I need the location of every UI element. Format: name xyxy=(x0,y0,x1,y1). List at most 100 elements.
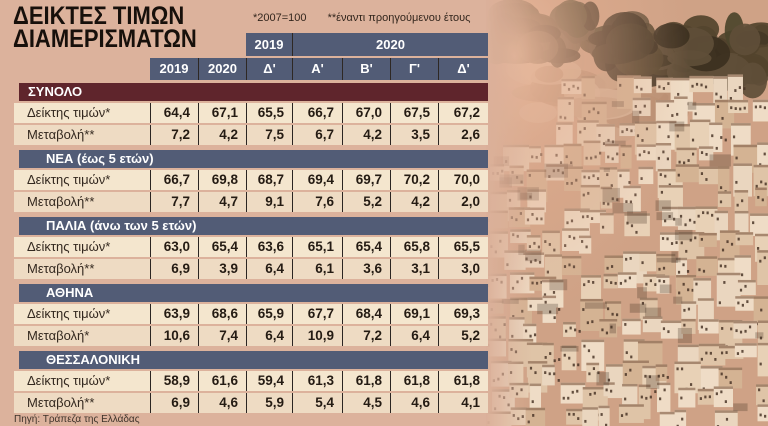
athens-cityscape-photo xyxy=(486,0,768,426)
value-cell: 67,7 xyxy=(292,304,342,324)
value-cell: 5,4 xyxy=(292,393,342,413)
value-cell: 3,0 xyxy=(438,259,488,279)
value-cell: 6,4 xyxy=(246,259,292,279)
value-cell: 66,7 xyxy=(292,103,342,123)
value-cell: 70,0 xyxy=(438,170,488,190)
value-cell: 6,9 xyxy=(150,393,198,413)
value-cell: 69,8 xyxy=(198,170,246,190)
row-label: Δείκτης τιμών* xyxy=(14,170,150,190)
table-group: ΑΘΗΝΑ Δείκτης τιμών* 63,9 68,6 65,9 67,7 68,4 6… xyxy=(14,284,488,346)
year-span-2019: 2019 xyxy=(246,33,292,56)
value-cell: 6,4 xyxy=(246,326,292,346)
page-title: ΔΕΙΚΤΕΣ ΤΙΜΩΝ ΔΙΑΜΕΡΙΣΜΑΤΩΝ xyxy=(13,2,197,53)
value-cell: 65,8 xyxy=(390,237,438,257)
value-cell: 61,8 xyxy=(438,371,488,391)
value-cell: 69,1 xyxy=(390,304,438,324)
column-header: Β' xyxy=(342,58,390,80)
value-cell: 4,5 xyxy=(342,393,390,413)
group-header: ΑΘΗΝΑ xyxy=(19,284,488,302)
value-cell: 65,4 xyxy=(342,237,390,257)
table-row: Δείκτης τιμών* 66,7 69,8 68,7 69,4 69,7 70,2 70… xyxy=(14,170,488,190)
group-header: ΝΕΑ (έως 5 ετών) xyxy=(19,150,488,168)
value-cell: 5,2 xyxy=(438,326,488,346)
value-cell: 68,6 xyxy=(198,304,246,324)
value-cell: 5,9 xyxy=(246,393,292,413)
value-cell: 10,9 xyxy=(292,326,342,346)
table-row: Μεταβολή** 7,2 4,2 7,5 6,7 4,2 3,5 2,6 xyxy=(14,125,488,145)
table-row: Μεταβολή* 10,6 7,4 6,4 10,9 7,2 6,4 5,2 xyxy=(14,326,488,346)
table-row: Μεταβολή** 6,9 4,6 5,9 5,4 4,5 4,6 4,1 xyxy=(14,393,488,413)
value-cell: 6,7 xyxy=(292,125,342,145)
value-cell: 69,7 xyxy=(342,170,390,190)
value-cell: 3,6 xyxy=(342,259,390,279)
year-span-header-row: 2019 2020 xyxy=(246,33,488,56)
row-label: Μεταβολή* xyxy=(14,326,150,346)
row-label: Δείκτης τιμών* xyxy=(14,237,150,257)
value-cell: 6,9 xyxy=(150,259,198,279)
value-cell: 6,1 xyxy=(292,259,342,279)
value-cell: 3,9 xyxy=(198,259,246,279)
value-cell: 4,2 xyxy=(198,125,246,145)
column-header: Γ' xyxy=(390,58,438,80)
row-label: Μεταβολή** xyxy=(14,393,150,413)
page-title-line2: ΔΙΑΜΕΡΙΣΜΑΤΩΝ xyxy=(13,25,197,53)
value-cell: 67,0 xyxy=(342,103,390,123)
page-title-line1: ΔΕΙΚΤΕΣ ΤΙΜΩΝ xyxy=(13,2,185,30)
value-cell: 63,9 xyxy=(150,304,198,324)
table-row: Μεταβολή** 7,7 4,7 9,1 7,6 5,2 4,2 2,0 xyxy=(14,192,488,212)
value-cell: 3,1 xyxy=(390,259,438,279)
value-cell: 69,3 xyxy=(438,304,488,324)
value-cell: 67,2 xyxy=(438,103,488,123)
value-cell: 65,9 xyxy=(246,304,292,324)
value-cell: 4,6 xyxy=(390,393,438,413)
value-cell: 65,4 xyxy=(198,237,246,257)
value-cell: 70,2 xyxy=(390,170,438,190)
table-row: Μεταβολή** 6,9 3,9 6,4 6,1 3,6 3,1 3,0 xyxy=(14,259,488,279)
table-group: ΣΥΝΟΛΟ Δείκτης τιμών* 64,4 67,1 65,5 66,7 67,0… xyxy=(14,83,488,145)
value-cell: 68,4 xyxy=(342,304,390,324)
row-label: Μεταβολή** xyxy=(14,125,150,145)
value-cell: 58,9 xyxy=(150,371,198,391)
row-label: Μεταβολή** xyxy=(14,259,150,279)
value-cell: 7,4 xyxy=(198,326,246,346)
column-header: Α' xyxy=(292,58,342,80)
value-cell: 65,5 xyxy=(246,103,292,123)
column-header: Δ' xyxy=(246,58,292,80)
row-label: Δείκτης τιμών* xyxy=(14,103,150,123)
value-cell: 4,6 xyxy=(198,393,246,413)
value-cell: 68,7 xyxy=(246,170,292,190)
table-row: Δείκτης τιμών* 58,9 61,6 59,4 61,3 61,8 61,8 61… xyxy=(14,371,488,391)
group-header: ΣΥΝΟΛΟ xyxy=(19,83,488,101)
value-cell: 4,2 xyxy=(390,192,438,212)
value-cell: 2,0 xyxy=(438,192,488,212)
column-header: 2020 xyxy=(198,58,246,80)
row-label: Δείκτης τιμών* xyxy=(14,304,150,324)
table-group: ΠΑΛΙΑ (άνω των 5 ετών) Δείκτης τιμών* 63,0… xyxy=(14,217,488,279)
value-cell: 10,6 xyxy=(150,326,198,346)
year-span-2020: 2020 xyxy=(292,33,488,56)
value-cell: 5,2 xyxy=(342,192,390,212)
column-header-row: 2019 2020 Δ' Α' Β' Γ' Δ' xyxy=(150,58,488,80)
value-cell: 67,5 xyxy=(390,103,438,123)
value-cell: 6,4 xyxy=(390,326,438,346)
value-cell: 7,7 xyxy=(150,192,198,212)
value-cell: 69,4 xyxy=(292,170,342,190)
value-cell: 67,1 xyxy=(198,103,246,123)
value-cell: 2,6 xyxy=(438,125,488,145)
value-cell: 63,6 xyxy=(246,237,292,257)
value-cell: 64,4 xyxy=(150,103,198,123)
footnote-change: **έναντι προηγούμενου έτους xyxy=(327,12,471,24)
table-row: Δείκτης τιμών* 64,4 67,1 65,5 66,7 67,0 67,5 67… xyxy=(14,103,488,123)
column-header: 2019 xyxy=(150,58,198,80)
row-label: Μεταβολή** xyxy=(14,192,150,212)
table-row: Δείκτης τιμών* 63,0 65,4 63,6 65,1 65,4 65,8 65… xyxy=(14,237,488,257)
row-label: Δείκτης τιμών* xyxy=(14,371,150,391)
value-cell: 61,8 xyxy=(342,371,390,391)
group-header: ΠΑΛΙΑ (άνω των 5 ετών) xyxy=(19,217,488,235)
value-cell: 59,4 xyxy=(246,371,292,391)
table-row: Δείκτης τιμών* 63,9 68,6 65,9 67,7 68,4 69,1 69… xyxy=(14,304,488,324)
value-cell: 61,6 xyxy=(198,371,246,391)
value-cell: 3,5 xyxy=(390,125,438,145)
value-cell: 7,2 xyxy=(342,326,390,346)
